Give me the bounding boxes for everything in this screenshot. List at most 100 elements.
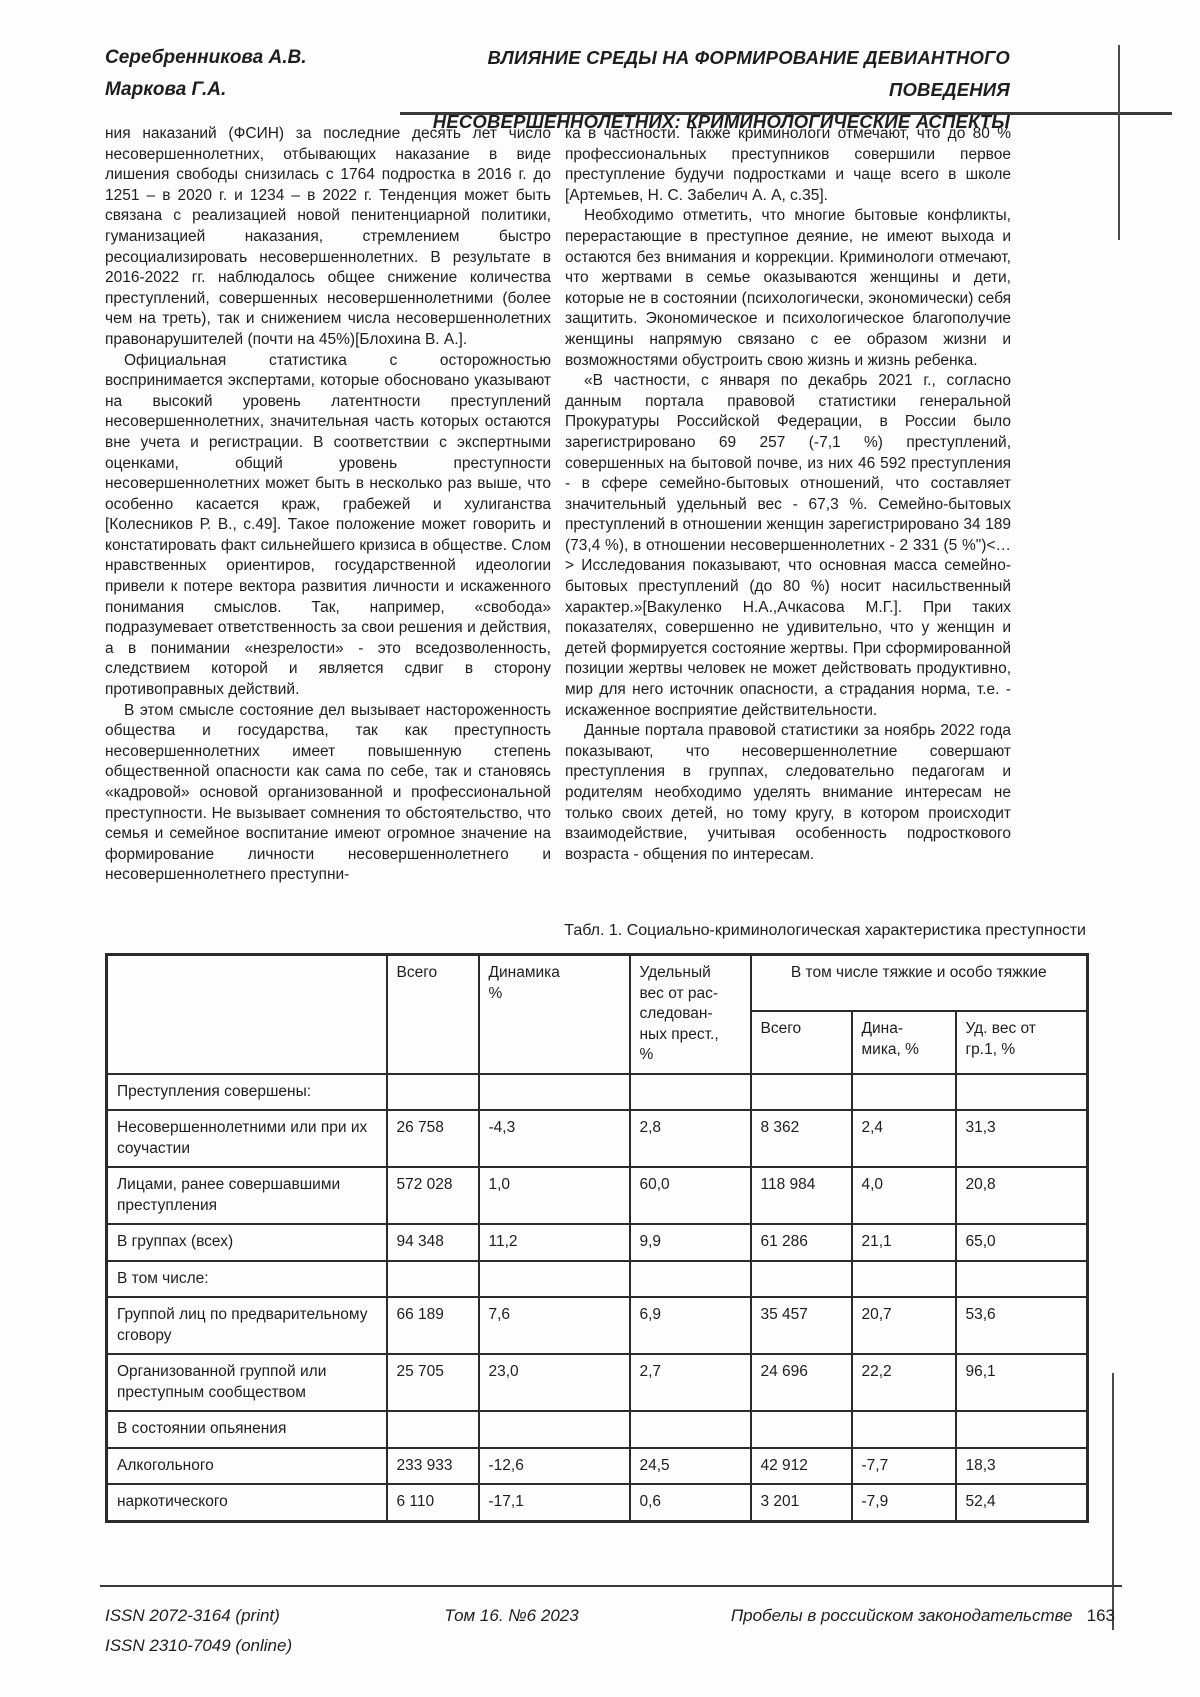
- table-cell: 572 028: [385, 1166, 480, 1225]
- table-cell: 20,8: [954, 1166, 1089, 1225]
- table-cell: 53,6: [954, 1296, 1089, 1355]
- table-row: наркотического 6 110 -17,1 0,6 3 201 -7,9 52,4: [105, 1483, 1089, 1522]
- header-cell-group-dynamics: Дина- мика, %: [850, 1010, 957, 1075]
- table-caption: Табл. 1. Социально-криминологическая хар…: [564, 922, 1086, 939]
- table-cell: 2,7: [628, 1353, 752, 1412]
- table-header: Всего Динамика % Удельный вес от рас- сл…: [105, 953, 1089, 1075]
- footer-divider-rule: [100, 1585, 1122, 1587]
- issn-print: ISSN 2072-3164 (print): [105, 1606, 280, 1625]
- issn-online: ISSN 2310-7049 (online): [105, 1636, 293, 1655]
- table-cell: 118 984: [749, 1166, 853, 1225]
- header-cell-grave-group: В том числе тяжкие и особо тяжкие: [749, 953, 1089, 1012]
- table-cell: [628, 1072, 752, 1111]
- table-cell: 23,0: [477, 1353, 631, 1412]
- table-cell: 2,8: [628, 1109, 752, 1168]
- issn-block: ISSN 2072-3164 (print) ISSN 2310-7049 (o…: [105, 1601, 292, 1661]
- table-cell: 3 201: [749, 1483, 853, 1522]
- table-cell: 233 933: [385, 1446, 480, 1485]
- table-cell: 1,0: [477, 1166, 631, 1225]
- table-row: Лицами, ранее совершавшими преступления 5…: [105, 1166, 1089, 1225]
- table-cell: 2,4: [850, 1109, 957, 1168]
- header-cell-dynamics: Динамика %: [477, 953, 631, 1075]
- table-cell: 52,4: [954, 1483, 1089, 1522]
- table-cell: 61 286: [749, 1223, 853, 1262]
- table-cell: 65,0: [954, 1223, 1089, 1262]
- table-cell: [749, 1072, 853, 1111]
- table-cell: 6,9: [628, 1296, 752, 1355]
- table-cell: 35 457: [749, 1296, 853, 1355]
- table-section-row: В состоянии опьянения: [105, 1410, 1089, 1449]
- row-label: В том числе:: [105, 1259, 388, 1298]
- header-cell-share: Удельный вес от рас- следован- ных прест…: [628, 953, 752, 1075]
- row-label: Несовершеннолетними или при их соучастии: [105, 1109, 388, 1168]
- row-label: В состоянии опьянения: [105, 1410, 388, 1449]
- journal-name: Пробелы в российском законодательстве: [730, 1606, 1073, 1625]
- table-cell: [628, 1259, 752, 1298]
- header-cell-group-share: Уд. вес от гр.1, %: [954, 1010, 1089, 1075]
- header-cell-empty: [105, 953, 388, 1075]
- table-section-row: Преступления совершены:: [105, 1072, 1089, 1111]
- row-label: Лицами, ранее совершавшими преступления: [105, 1166, 388, 1225]
- article-title-line: ВЛИЯНИЕ СРЕДЫ НА ФОРМИРОВАНИЕ ДЕВИАНТНОГ…: [487, 47, 1010, 100]
- table-cell: [850, 1410, 957, 1449]
- paragraph: ка в частности. Также криминологи отмеча…: [565, 125, 1011, 204]
- header-authors: Серебренникова А.В. Маркова Г.А.: [105, 42, 405, 106]
- table-cell: [954, 1259, 1089, 1298]
- paragraph: Необходимо отметить, что многие бытовые …: [565, 207, 1011, 369]
- header-cell-group-total: Всего: [749, 1010, 853, 1075]
- table-row: Группой лиц по предварительному сговору 6…: [105, 1296, 1089, 1355]
- article-title: ВЛИЯНИЕ СРЕДЫ НА ФОРМИРОВАНИЕ ДЕВИАНТНОГ…: [390, 42, 1010, 138]
- table-cell: [477, 1072, 631, 1111]
- table-cell: 31,3: [954, 1109, 1089, 1168]
- table-cell: -17,1: [477, 1483, 631, 1522]
- paragraph: «В частности, с января по декабрь 2021 г…: [565, 372, 1011, 719]
- table-cell: 96,1: [954, 1353, 1089, 1412]
- right-margin-rule-top: [1118, 45, 1120, 240]
- table-cell: [628, 1410, 752, 1449]
- table-cell: [749, 1410, 853, 1449]
- table-body: Преступления совершены: Несовершеннолетни…: [105, 1072, 1089, 1522]
- table-cell: 20,7: [850, 1296, 957, 1355]
- table-cell: 18,3: [954, 1446, 1089, 1485]
- table-cell: [954, 1410, 1089, 1449]
- paragraph: Официальная статистика с осторожностью в…: [105, 351, 551, 699]
- author-name: Серебренникова А.В.: [105, 47, 307, 68]
- table-cell: [385, 1410, 480, 1449]
- footer: ISSN 2072-3164 (print) ISSN 2310-7049 (o…: [105, 1601, 1115, 1661]
- table-cell: [749, 1259, 853, 1298]
- paragraph: Данные портала правовой статистики за но…: [565, 722, 1011, 863]
- table-cell: -4,3: [477, 1109, 631, 1168]
- table-cell: 4,0: [850, 1166, 957, 1225]
- table-cell: [850, 1072, 957, 1111]
- volume-issue: Том 16. №6 2023: [444, 1606, 579, 1625]
- body-columns: ния наказаний (ФСИН) за последние десять…: [105, 124, 1011, 886]
- table-cell: 25 705: [385, 1353, 480, 1412]
- table-cell: [477, 1410, 631, 1449]
- page-number: 163: [1086, 1606, 1115, 1625]
- table-cell: 66 189: [385, 1296, 480, 1355]
- table-cell: 22,2: [850, 1353, 957, 1412]
- table-row: Организованной группой или преступным со…: [105, 1353, 1089, 1412]
- table-cell: 9,9: [628, 1223, 752, 1262]
- crime-statistics-table: Всего Динамика % Удельный вес от рас- сл…: [105, 953, 1090, 1523]
- table-cell: 60,0: [628, 1166, 752, 1225]
- table-cell: -12,6: [477, 1446, 631, 1485]
- header-cell-total: Всего: [385, 953, 480, 1075]
- table-subheader-row: Всего Дина- мика, % Уд. вес от гр.1, %: [107, 1010, 1089, 1075]
- table-cell: 94 348: [385, 1223, 480, 1262]
- table-cell: -7,9: [850, 1483, 957, 1522]
- table-cell: 7,6: [477, 1296, 631, 1355]
- table-cell: 42 912: [749, 1446, 853, 1485]
- right-margin-rule-bottom: [1112, 1373, 1114, 1630]
- row-label: В группах (всех): [105, 1223, 388, 1262]
- table-cell: 11,2: [477, 1223, 631, 1262]
- table-cell: -7,7: [850, 1446, 957, 1485]
- row-label: Преступления совершены:: [105, 1072, 388, 1111]
- row-label: Группой лиц по предварительному сговору: [105, 1296, 388, 1355]
- table-cell: [385, 1259, 480, 1298]
- table-cell: 8 362: [749, 1109, 853, 1168]
- table-cell: [954, 1072, 1089, 1111]
- table-cell: [850, 1259, 957, 1298]
- title-divider-rule: [400, 112, 1172, 115]
